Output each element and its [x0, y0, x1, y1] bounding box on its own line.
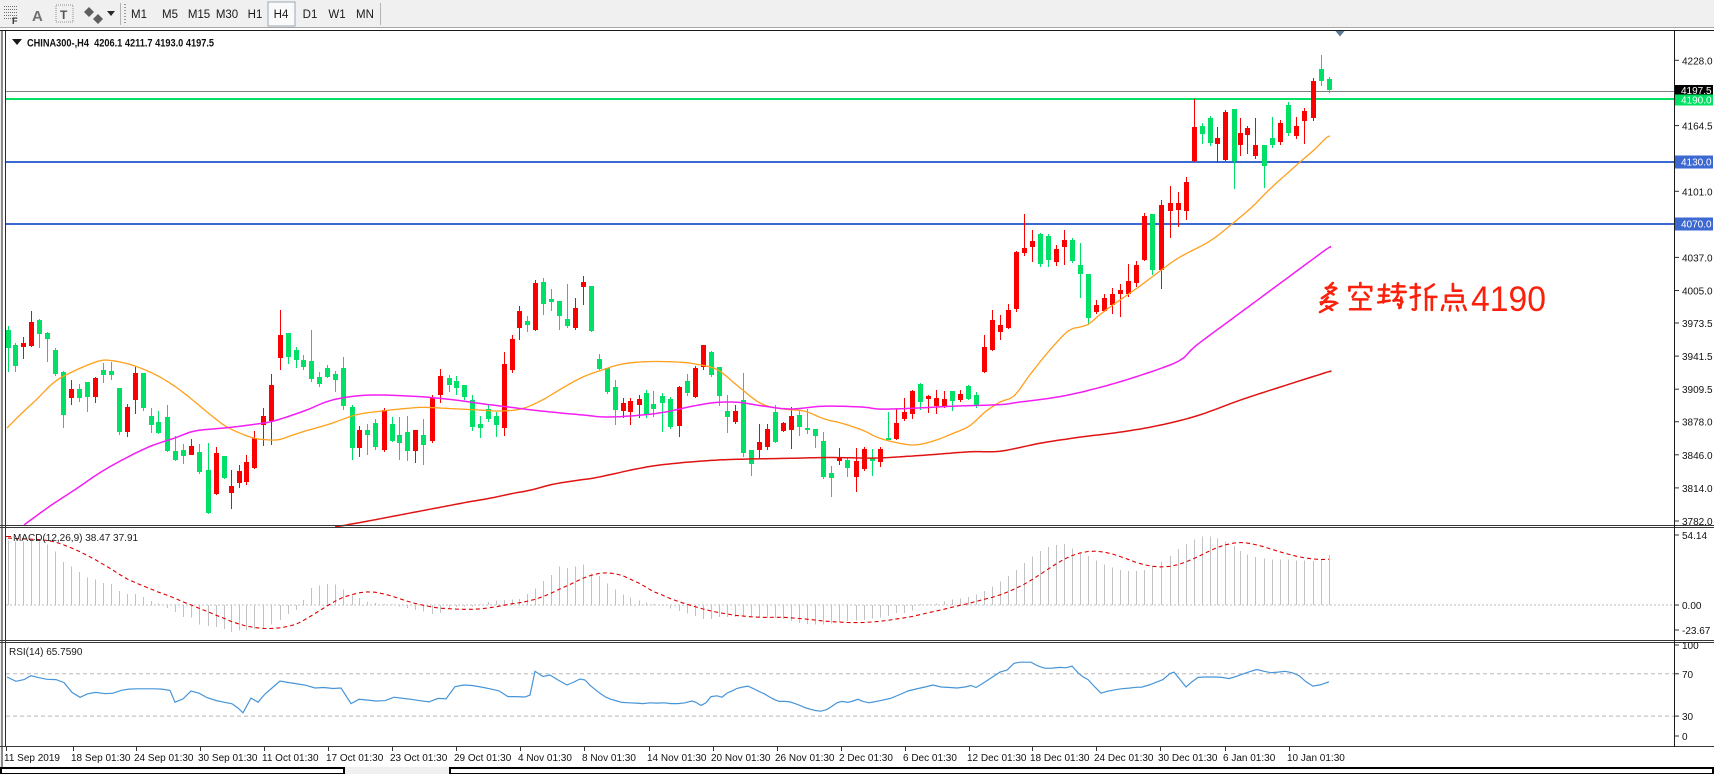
svg-text:54.14: 54.14 — [1682, 531, 1707, 542]
svg-text:M15: M15 — [188, 9, 210, 21]
svg-text:18 Dec 01:30: 18 Dec 01:30 — [1030, 753, 1090, 764]
svg-text:H1: H1 — [248, 9, 263, 21]
svg-text:3814.0: 3814.0 — [1682, 484, 1713, 495]
svg-text:24 Sep 01:30: 24 Sep 01:30 — [134, 753, 194, 764]
svg-text:0.00: 0.00 — [1682, 601, 1702, 612]
svg-text:17 Oct 01:30: 17 Oct 01:30 — [326, 753, 384, 764]
svg-text:30 Dec 01:30: 30 Dec 01:30 — [1158, 753, 1218, 764]
svg-text:F: F — [12, 16, 18, 26]
svg-text:10 Jan 01:30: 10 Jan 01:30 — [1287, 753, 1345, 764]
svg-text:4005.0: 4005.0 — [1682, 287, 1713, 298]
svg-text:4037.0: 4037.0 — [1682, 253, 1713, 264]
svg-text:CHINA300-,H4 4206.1 4211.7 41: CHINA300-,H4 4206.1 4211.7 4193.0 4197.5 — [27, 38, 214, 50]
svg-text:A: A — [32, 8, 43, 25]
svg-text:0: 0 — [1682, 732, 1688, 743]
svg-text:4190: 4190 — [1471, 280, 1546, 319]
svg-text:-23.67: -23.67 — [1682, 626, 1711, 637]
svg-text:70: 70 — [1682, 670, 1694, 681]
svg-text:4228.0: 4228.0 — [1682, 56, 1713, 67]
svg-text:W1: W1 — [328, 9, 345, 21]
svg-text:4101.0: 4101.0 — [1682, 187, 1713, 198]
svg-text:T: T — [60, 8, 68, 22]
svg-text:3878.0: 3878.0 — [1682, 418, 1713, 429]
svg-text:M1: M1 — [131, 9, 147, 21]
svg-text:4164.5: 4164.5 — [1682, 122, 1713, 133]
svg-text:30 Sep 01:30: 30 Sep 01:30 — [198, 753, 258, 764]
svg-text:8 Nov 01:30: 8 Nov 01:30 — [582, 753, 636, 764]
svg-text:6 Dec 01:30: 6 Dec 01:30 — [903, 753, 957, 764]
svg-text:4 Nov 01:30: 4 Nov 01:30 — [518, 753, 572, 764]
svg-text:3941.5: 3941.5 — [1682, 352, 1713, 363]
svg-text:2 Dec 01:30: 2 Dec 01:30 — [839, 753, 893, 764]
svg-text:18 Sep 01:30: 18 Sep 01:30 — [71, 753, 131, 764]
svg-text:14 Nov 01:30: 14 Nov 01:30 — [647, 753, 707, 764]
svg-text:3846.0: 3846.0 — [1682, 451, 1713, 462]
svg-text:D1: D1 — [303, 9, 318, 21]
svg-text:4070.0: 4070.0 — [1681, 220, 1712, 231]
svg-text:RSI(14) 65.7590: RSI(14) 65.7590 — [9, 647, 83, 658]
svg-text:H4: H4 — [274, 9, 289, 21]
svg-text:4190.0: 4190.0 — [1681, 96, 1712, 107]
svg-text:29 Oct 01:30: 29 Oct 01:30 — [454, 753, 512, 764]
svg-text:MN: MN — [356, 9, 374, 21]
svg-text:30: 30 — [1682, 712, 1694, 723]
svg-text:12 Dec 01:30: 12 Dec 01:30 — [967, 753, 1027, 764]
svg-text:11 Sep 2019: 11 Sep 2019 — [4, 753, 60, 764]
svg-text:3782.0: 3782.0 — [1682, 517, 1713, 528]
svg-text:23 Oct 01:30: 23 Oct 01:30 — [390, 753, 448, 764]
svg-text:6 Jan 01:30: 6 Jan 01:30 — [1223, 753, 1276, 764]
svg-text:M30: M30 — [216, 9, 238, 21]
svg-text:MACD(12,26,9) 38.47 37.91: MACD(12,26,9) 38.47 37.91 — [13, 533, 139, 544]
svg-text:M5: M5 — [162, 9, 178, 21]
svg-text:26 Nov 01:30: 26 Nov 01:30 — [775, 753, 835, 764]
svg-text:3973.5: 3973.5 — [1682, 319, 1713, 330]
svg-text:11 Oct 01:30: 11 Oct 01:30 — [262, 753, 319, 764]
svg-text:24 Dec 01:30: 24 Dec 01:30 — [1094, 753, 1154, 764]
svg-text:100: 100 — [1682, 641, 1699, 652]
svg-text:20 Nov 01:30: 20 Nov 01:30 — [711, 753, 771, 764]
svg-text:3909.5: 3909.5 — [1682, 385, 1713, 396]
svg-text:4130.0: 4130.0 — [1681, 158, 1712, 169]
